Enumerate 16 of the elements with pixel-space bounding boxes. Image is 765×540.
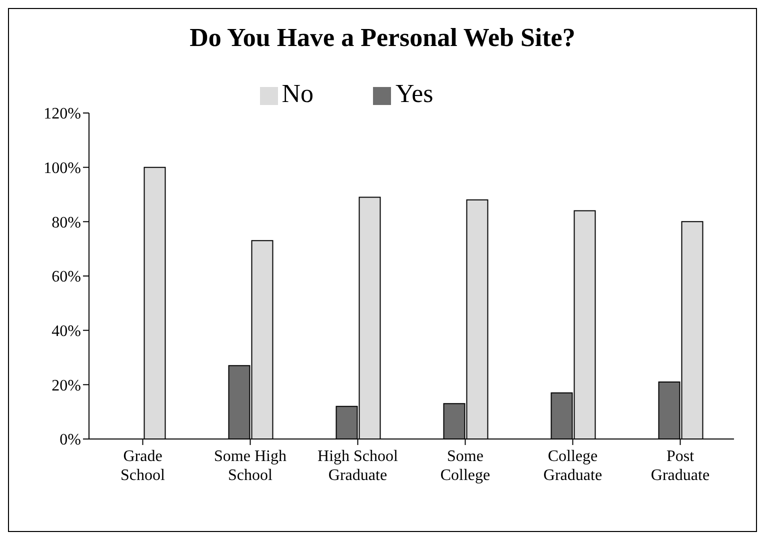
y-tick-label: 0% — [60, 432, 81, 449]
x-tick-label: High School Graduate — [318, 448, 399, 484]
y-tick-label: 60% — [52, 268, 81, 286]
x-tick-label: Some High School — [214, 448, 286, 484]
y-tick-label: 80% — [52, 214, 81, 232]
x-tick-label: College Graduate — [543, 448, 602, 484]
chart-title: Do You Have a Personal Web Site? — [188, 22, 576, 54]
y-tick-label: 100% — [44, 160, 81, 178]
legend-label: No — [282, 79, 314, 108]
x-tick-label: Grade School — [120, 448, 166, 484]
x-tick-label: Post Graduate — [650, 448, 710, 484]
x-tick-label: Some College — [440, 448, 490, 484]
y-tick-label: 20% — [52, 377, 81, 394]
legend-label: Yes — [395, 79, 434, 108]
y-tick-label: 40% — [52, 323, 81, 340]
y-tick-label: 120% — [44, 106, 81, 123]
